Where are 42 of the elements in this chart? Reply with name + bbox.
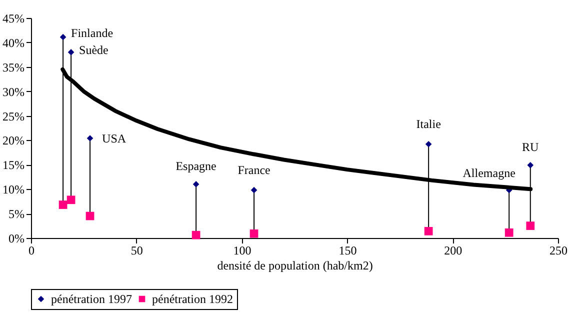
point [68,49,74,56]
point [192,181,200,188]
x-tick-label: 100 [233,244,252,258]
annotation: Allemagne [462,166,516,180]
y-tick-label: 5% [8,207,24,222]
legend-label: pénétration 1992 [152,292,233,306]
annotation: Finlande [71,26,114,40]
y-tick-label: 40% [2,36,24,50]
x-tick-label: 0 [28,244,34,258]
annotation: RU [522,140,540,154]
annotation: USA [102,131,126,146]
annotation: Italie [416,117,441,132]
y-tick-label: 20% [2,134,24,148]
point [192,230,200,240]
x-tick-label: 150 [338,244,357,258]
x-tick-label: 200 [444,244,462,258]
annotation: Espagne [176,159,216,174]
point [250,229,258,238]
y-tick-label: 30% [2,84,24,99]
point [86,212,94,220]
y-tick-label: 35% [2,60,24,74]
point [527,162,534,168]
point [66,196,76,204]
point [424,226,433,236]
point [425,140,432,148]
y-tick-label: 10% [2,182,24,197]
y-tick-label: 25% [2,109,24,124]
point [86,135,94,142]
point [250,186,258,194]
point [526,222,535,230]
annotation: France [238,163,270,178]
y-tick-label: 0% [8,232,24,246]
annotation: Suède [79,43,108,58]
x-axis-title: densité de population (hab/km2) [217,258,373,272]
point [58,200,68,209]
point [504,228,514,237]
x-tick-label: 50 [130,244,143,258]
y-tick-label: 15% [2,158,24,172]
x-tick-label: 250 [550,244,568,258]
point [60,34,66,40]
legend-label: pénétration 1997 [51,292,132,306]
y-tick-label: 45% [2,12,24,26]
